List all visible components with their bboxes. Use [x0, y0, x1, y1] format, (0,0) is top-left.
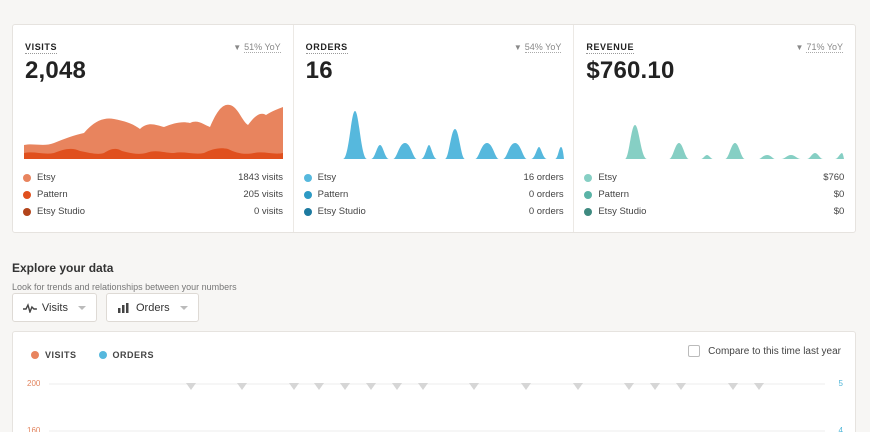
- arrow-down-icon: ▼: [513, 43, 522, 52]
- arrow-down-icon: ▼: [795, 43, 804, 52]
- stat-label[interactable]: ORDERS: [305, 42, 348, 54]
- stat-orders[interactable]: ORDERS ▼ 54% YoY 16 Etsy 16 orders Patter…: [294, 25, 575, 232]
- series-orders[interactable]: ORDERS: [98, 350, 155, 360]
- stat-value: 2,048: [25, 57, 87, 84]
- visits-dropdown[interactable]: Visits: [12, 293, 97, 322]
- order-markers: [186, 383, 764, 390]
- yoy-change: ▼ 54% YoY: [513, 42, 562, 53]
- explore-title: Explore your data: [12, 261, 114, 275]
- explore-subtitle: Look for trends and relationships betwee…: [12, 282, 237, 292]
- legend-dot: [23, 207, 31, 216]
- checkbox-icon: [688, 345, 701, 357]
- legend-item: Etsy Studio 0 visits: [23, 203, 283, 220]
- legend: Etsy $760 Pattern $0 Etsy Studio $0: [584, 169, 844, 220]
- legend-item: Pattern 205 visits: [23, 186, 283, 203]
- right-axis-tick: 5: [838, 379, 843, 388]
- legend: Etsy 1843 visits Pattern 205 visits Etsy…: [23, 169, 283, 220]
- legend-item: Etsy 16 orders: [303, 169, 564, 186]
- legend-dot: [303, 190, 312, 199]
- pulse-icon: [23, 302, 37, 313]
- legend-item: Etsy $760: [584, 169, 844, 186]
- yoy-change: ▼ 51% YoY: [233, 42, 281, 53]
- orders-dropdown[interactable]: Orders: [106, 293, 199, 322]
- stat-revenue[interactable]: REVENUE ▼ 71% YoY $760.10 Etsy $760 Patte…: [574, 25, 855, 232]
- legend-item: Pattern $0: [584, 186, 844, 203]
- series-visits[interactable]: VISITS: [31, 350, 77, 360]
- bar-chart-icon: [118, 302, 129, 313]
- left-axis-tick: 160: [27, 426, 41, 432]
- dropdown-label: Visits: [41, 301, 68, 314]
- legend-item: Etsy Studio 0 orders: [303, 203, 564, 220]
- legend-item: Pattern 0 orders: [303, 186, 564, 203]
- legend-item: Etsy 1843 visits: [23, 169, 283, 186]
- legend-dot: [98, 351, 107, 359]
- legend-dot: [584, 173, 593, 182]
- legend-dot: [303, 207, 312, 216]
- arrow-down-icon: ▼: [233, 43, 242, 52]
- compare-label: Compare to this time last year: [708, 345, 841, 357]
- left-axis-tick: 200: [27, 379, 41, 388]
- orders-sparkline: [304, 111, 564, 159]
- stat-label[interactable]: REVENUE: [586, 42, 635, 54]
- yoy-change: ▼ 71% YoY: [795, 42, 844, 53]
- explore-chart-card: VISITS ORDERS Compare to this time last …: [12, 331, 856, 432]
- dropdown-label: Orders: [136, 301, 170, 314]
- chevron-down-icon: [179, 305, 188, 310]
- stat-value: 16: [305, 57, 333, 84]
- legend-item: Etsy Studio $0: [584, 203, 844, 220]
- legend-dot: [303, 173, 312, 182]
- stat-value: $760.10: [586, 57, 675, 84]
- series-legend: VISITS ORDERS: [31, 350, 176, 360]
- legend-dot: [23, 173, 31, 182]
- explore-plot: [49, 383, 825, 432]
- legend-dot: [23, 190, 31, 199]
- revenue-sparkline: [585, 125, 845, 159]
- legend-dot: [584, 207, 593, 216]
- legend-dot: [584, 190, 593, 199]
- compare-checkbox[interactable]: Compare to this time last year: [688, 345, 841, 357]
- stat-label[interactable]: VISITS: [25, 42, 58, 54]
- right-axis-tick: 4: [838, 426, 843, 432]
- legend-dot: [31, 351, 39, 359]
- chevron-down-icon: [78, 305, 86, 310]
- stat-visits[interactable]: VISITS ▼ 51% YoY 2,048 Etsy 1843 visits P…: [13, 25, 294, 232]
- visits-sparkline: [24, 104, 283, 159]
- legend: Etsy 16 orders Pattern 0 orders Etsy Stu…: [303, 169, 564, 220]
- stats-card: VISITS ▼ 51% YoY 2,048 Etsy 1843 visits P…: [12, 24, 856, 233]
